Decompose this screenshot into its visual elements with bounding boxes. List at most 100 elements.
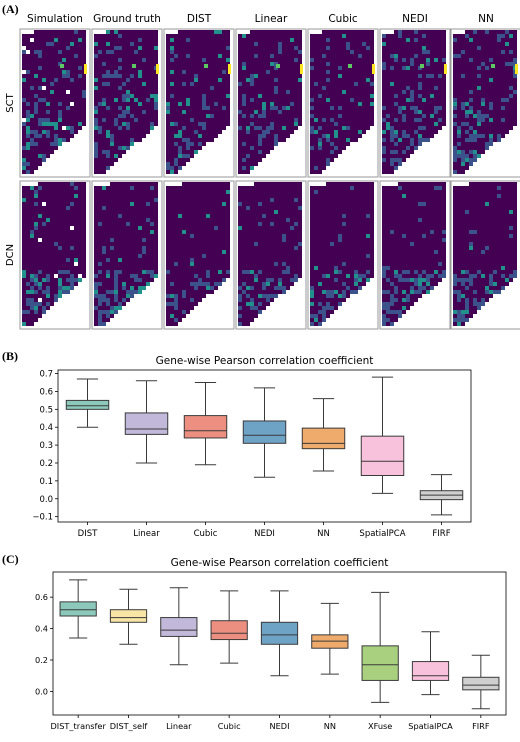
expression-cell (274, 78, 278, 82)
expression-cell (469, 242, 473, 246)
expression-cell (134, 278, 138, 282)
expression-cell (106, 106, 110, 110)
expression-cell (126, 94, 130, 98)
expression-cell (314, 190, 318, 194)
expression-cell (42, 154, 46, 158)
expression-cell (426, 50, 430, 54)
expression-cell (326, 306, 330, 310)
expression-cell (270, 54, 274, 58)
expression-cell (270, 102, 274, 106)
column-header: Ground truth (93, 13, 161, 25)
expression-cell (282, 270, 286, 274)
expression-cell (461, 318, 465, 322)
expression-cell (489, 118, 493, 122)
iqr-box (361, 645, 399, 681)
expression-cell (410, 90, 414, 94)
expression-cell (178, 166, 182, 170)
expression-cell (473, 290, 477, 294)
expression-cell (298, 78, 302, 82)
expression-cell (418, 118, 422, 122)
expression-cell (326, 294, 330, 298)
expression-cell (254, 274, 258, 278)
expression-cell (70, 274, 74, 278)
expression-cell (114, 294, 118, 298)
expression-cell (98, 270, 102, 274)
y-tick-label: 0.0 (35, 686, 48, 696)
expression-cell (434, 186, 438, 190)
expression-cell (434, 86, 438, 90)
expression-cell (473, 114, 477, 118)
expression-cell (382, 130, 386, 134)
expression-cell (426, 62, 430, 66)
y-tick-label: 0.4 (39, 423, 53, 433)
expression-cell (390, 54, 394, 58)
expression-cell (58, 290, 62, 294)
expression-cell (30, 298, 34, 302)
box-xfuse (361, 591, 399, 703)
expression-cell (254, 42, 258, 46)
expression-cell (46, 42, 50, 46)
expression-cell (94, 290, 98, 294)
expression-cell (34, 190, 38, 194)
expression-cell (366, 254, 370, 258)
expression-cell (501, 98, 505, 102)
expression-cell (430, 74, 434, 78)
expression-cell (418, 86, 422, 90)
expression-cell (386, 306, 390, 310)
expression-cell (150, 126, 154, 130)
expression-cell (250, 74, 254, 78)
expression-cell (30, 274, 34, 278)
expression-cell (469, 38, 473, 42)
expression-cell (402, 134, 406, 138)
expression-cell (262, 106, 266, 110)
expression-cell (310, 126, 314, 130)
expression-cell (134, 290, 138, 294)
expression-cell (477, 114, 481, 118)
expression-cell (382, 138, 386, 142)
expression-cell (154, 198, 158, 202)
expression-cell (414, 38, 418, 42)
expression-cell (182, 310, 186, 314)
expression-cell (146, 218, 150, 222)
expression-cell (78, 122, 82, 126)
expression-cell (190, 282, 194, 286)
expression-cell (38, 186, 42, 190)
expression-cell (453, 318, 457, 322)
y-tick-label: 0.7 (39, 370, 53, 380)
expression-cell (346, 46, 350, 50)
expression-cell (154, 106, 158, 110)
expression-cell (394, 270, 398, 274)
expression-cell (114, 290, 118, 294)
expression-cell (402, 150, 406, 154)
expression-cell (278, 282, 282, 286)
expression-cell (138, 286, 142, 290)
expression-cell (46, 110, 50, 114)
expression-cell (390, 302, 394, 306)
expression-cell (465, 102, 469, 106)
expression-cell (465, 302, 469, 306)
expression-cell (22, 50, 26, 54)
expression-cell (30, 234, 34, 238)
expression-cell (461, 106, 465, 110)
expression-cell (102, 150, 106, 154)
expression-cell (98, 294, 102, 298)
expression-cell (150, 94, 154, 98)
expression-cell (70, 126, 74, 130)
expression-cell (326, 290, 330, 294)
expression-cell (442, 58, 446, 62)
expression-cell (70, 278, 74, 282)
expression-cell (453, 278, 457, 282)
expression-cell (126, 122, 130, 126)
expression-cell (94, 122, 98, 126)
expression-cell (330, 142, 334, 146)
expression-cell (513, 270, 517, 274)
spatial-map-grid: Simulation Ground truth DIST Linear Cubic NED… (5, 13, 520, 330)
expression-cell (102, 250, 106, 254)
expression-cell (326, 158, 330, 162)
expression-cell (438, 118, 442, 122)
expression-cell (106, 82, 110, 86)
expression-cell (469, 246, 473, 250)
expression-cell (42, 130, 46, 134)
expression-cell (414, 146, 418, 150)
expression-cell (186, 98, 190, 102)
